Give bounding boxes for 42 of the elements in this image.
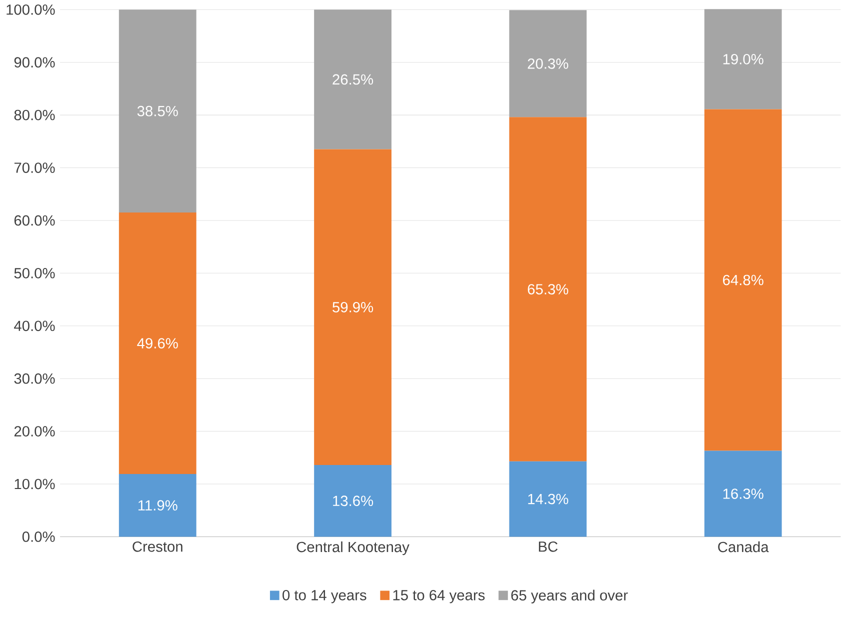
y-tick-label: 20.0% (14, 426, 55, 436)
data-label: 49.6% (137, 338, 178, 348)
bar (314, 9, 392, 150)
data-label: 59.9% (332, 302, 374, 312)
bar (704, 450, 782, 536)
bar (314, 149, 392, 465)
bar (704, 8, 782, 110)
bar (118, 474, 196, 536)
y-tick-label: 10.0% (14, 478, 55, 489)
bar (118, 9, 196, 212)
x-tick-label: Creston (132, 541, 182, 552)
bar (509, 461, 587, 536)
data-label: 20.3% (528, 58, 568, 69)
x-tick-label: Central Kootenay (296, 541, 410, 555)
y-tick-label: 30.0% (14, 373, 55, 384)
y-tick-label: 0.0% (22, 531, 55, 542)
legend-label: 0 to 14 years (282, 590, 366, 604)
data-label: 13.6% (333, 495, 374, 506)
data-label: 16.3% (723, 488, 764, 499)
data-label: 64.8% (723, 274, 764, 286)
data-label: 38.5% (137, 106, 178, 116)
y-tick-label: 80.0% (14, 110, 55, 120)
y-tick-label: 90.0% (14, 56, 55, 68)
legend-label: 15 to 64 years (393, 590, 485, 604)
x-tick-label: BC (538, 541, 558, 552)
data-label: 11.9% (138, 500, 178, 510)
data-label: 19.0% (723, 54, 764, 64)
bar (509, 116, 587, 462)
bar (314, 464, 392, 536)
data-label: 26.5% (332, 74, 374, 84)
y-tick-label: 60.0% (14, 215, 55, 226)
x-tick-label: Canada (718, 541, 769, 552)
bar (704, 109, 782, 451)
y-tick-label: 70.0% (14, 162, 55, 173)
data-label: 14.3% (528, 494, 568, 504)
bar (118, 212, 196, 474)
data-label: 65.3% (528, 284, 568, 294)
y-tick-label: 100.0% (6, 4, 55, 15)
y-tick-label: 40.0% (14, 320, 55, 331)
y-tick-label: 50.0% (14, 268, 55, 278)
bar (509, 10, 587, 117)
legend-label: 65 years and over (511, 590, 628, 604)
